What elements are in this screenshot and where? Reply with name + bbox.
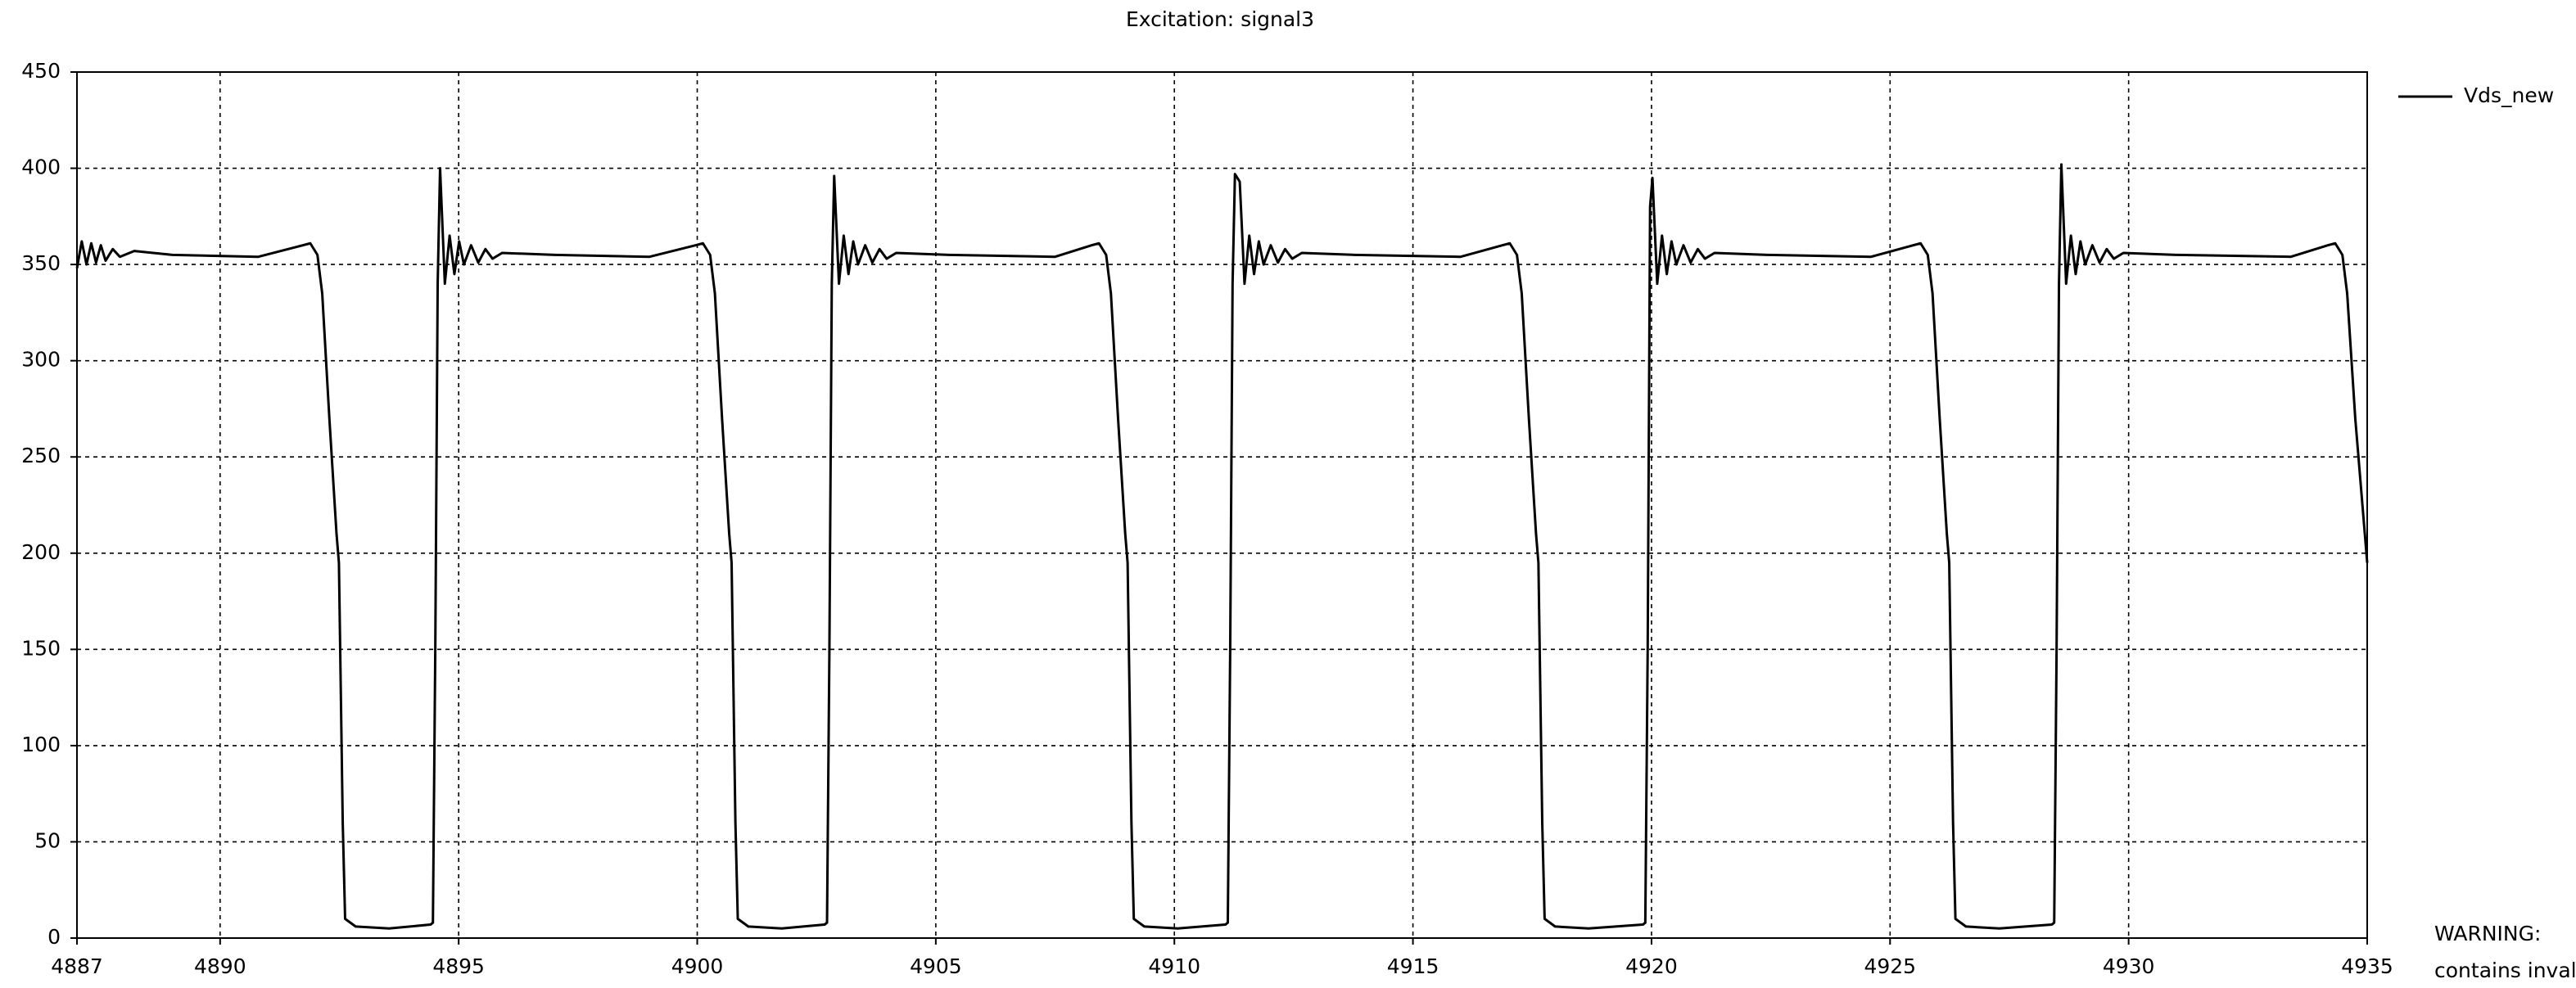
y-tick-label: 100 <box>21 733 61 756</box>
y-tick-label: 150 <box>21 636 61 660</box>
x-tick-label: 4887 <box>51 954 103 978</box>
legend-label: Vds_new <box>2464 83 2554 107</box>
chart-title: Excitation: signal3 <box>1126 7 1314 31</box>
warning-text: contains inval <box>2434 959 2576 982</box>
x-tick-label: 4890 <box>194 954 246 978</box>
series-line <box>75 163 2369 930</box>
x-tick-label: 4895 <box>432 954 485 978</box>
x-tick-label: 4915 <box>1387 954 1439 978</box>
plot-frame <box>76 71 2368 939</box>
y-tick-label: 250 <box>21 444 61 467</box>
x-tick-label: 4925 <box>1864 954 1916 978</box>
y-tick-label: 50 <box>34 828 61 852</box>
y-tick-label: 200 <box>21 540 61 564</box>
x-tick-label: 4900 <box>671 954 724 978</box>
x-tick-label: 4910 <box>1148 954 1200 978</box>
y-tick-label: 0 <box>47 925 61 949</box>
y-tick-label: 300 <box>21 348 61 372</box>
y-tick-label: 400 <box>21 156 61 179</box>
y-tick-label: 350 <box>21 251 61 275</box>
x-tick-label: 4905 <box>910 954 962 978</box>
warning-text: WARNING: <box>2434 922 2541 945</box>
x-tick-label: 4935 <box>2341 954 2393 978</box>
x-tick-label: 4930 <box>2103 954 2155 978</box>
x-tick-label: 4920 <box>1625 954 1678 978</box>
y-tick-label: 450 <box>21 59 61 83</box>
